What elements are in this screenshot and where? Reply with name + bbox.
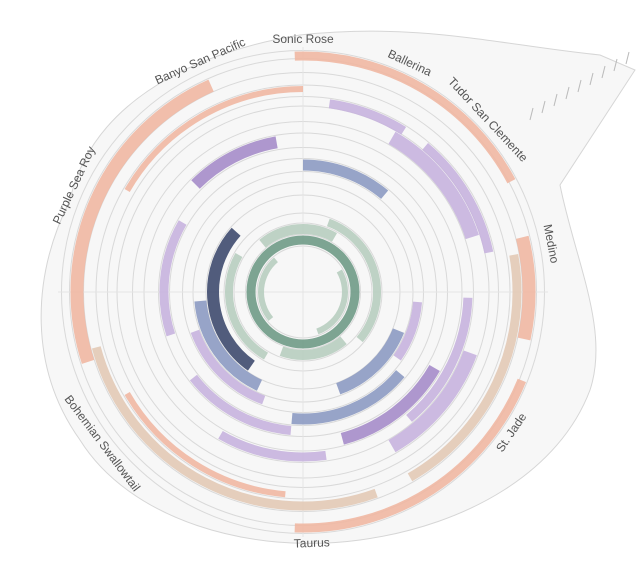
ring-arc <box>302 159 389 199</box>
ring-arc <box>189 374 292 435</box>
ring-arc <box>258 257 279 321</box>
scale-tick <box>625 51 630 65</box>
ring-arc <box>191 136 278 189</box>
ring-arc <box>70 79 214 364</box>
ring-arc <box>406 297 473 422</box>
scale-tick <box>613 58 618 72</box>
ring-arc <box>218 430 327 462</box>
ring-arc <box>515 235 536 341</box>
scale-tick <box>529 107 534 121</box>
scale-tick <box>601 65 606 79</box>
ring-arc <box>336 328 405 395</box>
ring-arc <box>422 143 494 254</box>
ring-arc <box>326 218 381 343</box>
background-outline-shape <box>40 30 636 544</box>
ring-arc <box>328 99 407 135</box>
ring-arc <box>207 227 255 371</box>
ring-arc <box>225 253 269 360</box>
ring-arc <box>91 346 378 511</box>
scale-tick <box>589 72 594 86</box>
ring-arc <box>194 300 263 391</box>
ring-arcs <box>70 51 536 533</box>
ring-arc <box>388 131 479 240</box>
ring-arc <box>124 86 304 193</box>
ring-arc <box>294 378 526 533</box>
scale-tick <box>553 93 558 107</box>
ring-arc <box>340 364 440 445</box>
ring-arc <box>246 235 360 349</box>
ring-arc <box>190 329 266 405</box>
scale-ticks <box>529 51 630 121</box>
ring-arc <box>388 350 477 453</box>
ring-arc <box>316 269 348 335</box>
outer-category-label: Taurus <box>294 535 330 550</box>
scale-tick <box>577 79 582 93</box>
ring-arc <box>124 391 286 498</box>
outer-category-label: Sonic Rose <box>272 32 334 46</box>
ring-arc <box>393 301 423 361</box>
scale-tick <box>565 86 570 100</box>
ring-arc <box>259 224 337 248</box>
ring-arc <box>279 336 347 360</box>
ring-arc <box>407 254 522 482</box>
ring-arc <box>291 370 405 425</box>
ring-arc <box>294 51 516 184</box>
scale-tick <box>541 100 546 114</box>
ring-arc <box>159 220 187 337</box>
